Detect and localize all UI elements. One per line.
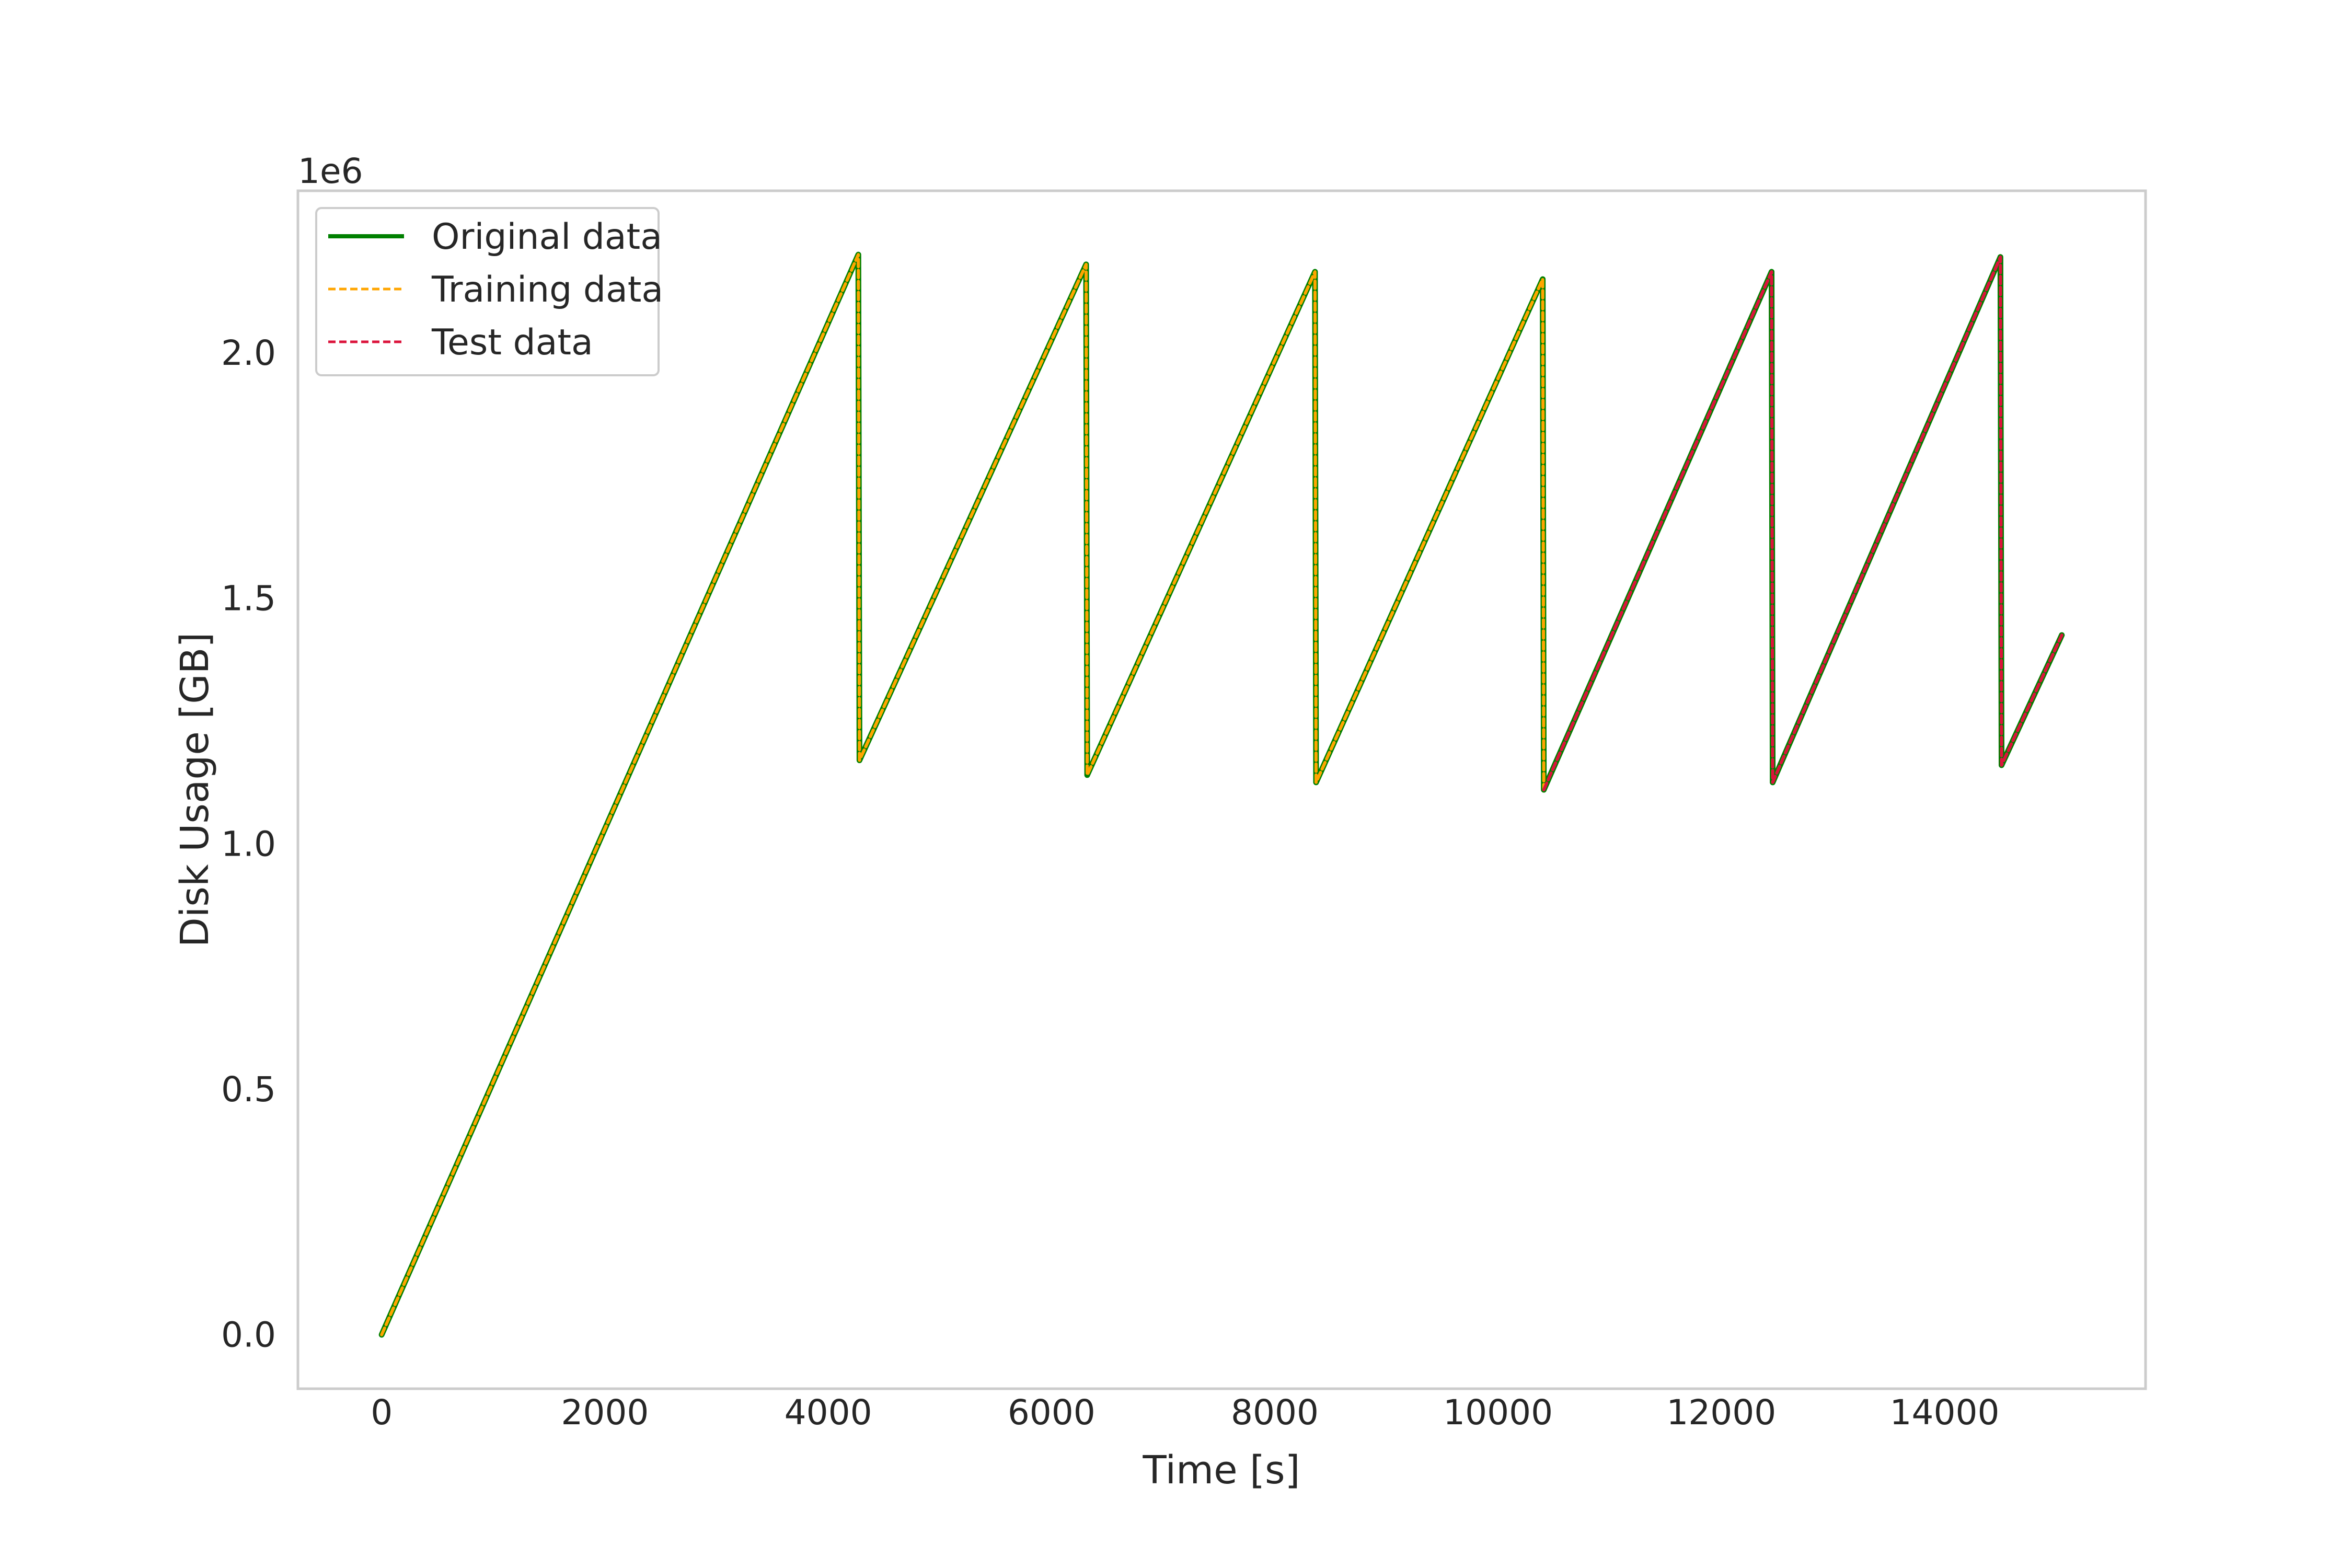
- x-tick-label: 12000: [1666, 1392, 1776, 1433]
- legend-entries: Original data Training data Test data: [328, 216, 663, 363]
- x-tick-label: 2000: [561, 1392, 649, 1433]
- legend-label: Original data: [432, 216, 662, 258]
- y-tick-label: 0.5: [221, 1069, 276, 1110]
- y-tick-label: 0.0: [221, 1315, 276, 1355]
- plot-frame: [296, 189, 2147, 1390]
- x-tick-label: 0: [371, 1392, 393, 1433]
- y-axis-label: Disk Usage [GB]: [172, 632, 217, 947]
- legend-box: [315, 207, 660, 376]
- series-layer: [378, 251, 2065, 1338]
- series-line-3: [1542, 255, 2063, 791]
- x-tick-label: 4000: [785, 1392, 872, 1433]
- y-tick-label: 1.0: [221, 824, 276, 864]
- legend: Original data Training data Test data: [315, 207, 663, 376]
- x-axis-label: Time [s]: [1143, 1448, 1300, 1493]
- x-tick-label: 10000: [1443, 1392, 1553, 1433]
- y-tick-label: 2.0: [221, 333, 276, 373]
- legend-label: Training data: [431, 269, 663, 310]
- y-tick-labels: 0.0 0.5 1.0 1.5 2.0: [221, 333, 276, 1355]
- series-line-2: [380, 253, 1546, 1336]
- x-tick-label: 8000: [1231, 1392, 1319, 1433]
- x-tick-labels: 0 2000 4000 6000 8000 10000 12000 14000: [371, 1392, 1999, 1433]
- x-tick-label: 6000: [1008, 1392, 1096, 1433]
- y-tick-label: 1.5: [221, 579, 276, 619]
- y-offset-label: 1e6: [298, 151, 363, 191]
- legend-label: Test data: [431, 322, 593, 363]
- x-tick-label: 14000: [1890, 1392, 2000, 1433]
